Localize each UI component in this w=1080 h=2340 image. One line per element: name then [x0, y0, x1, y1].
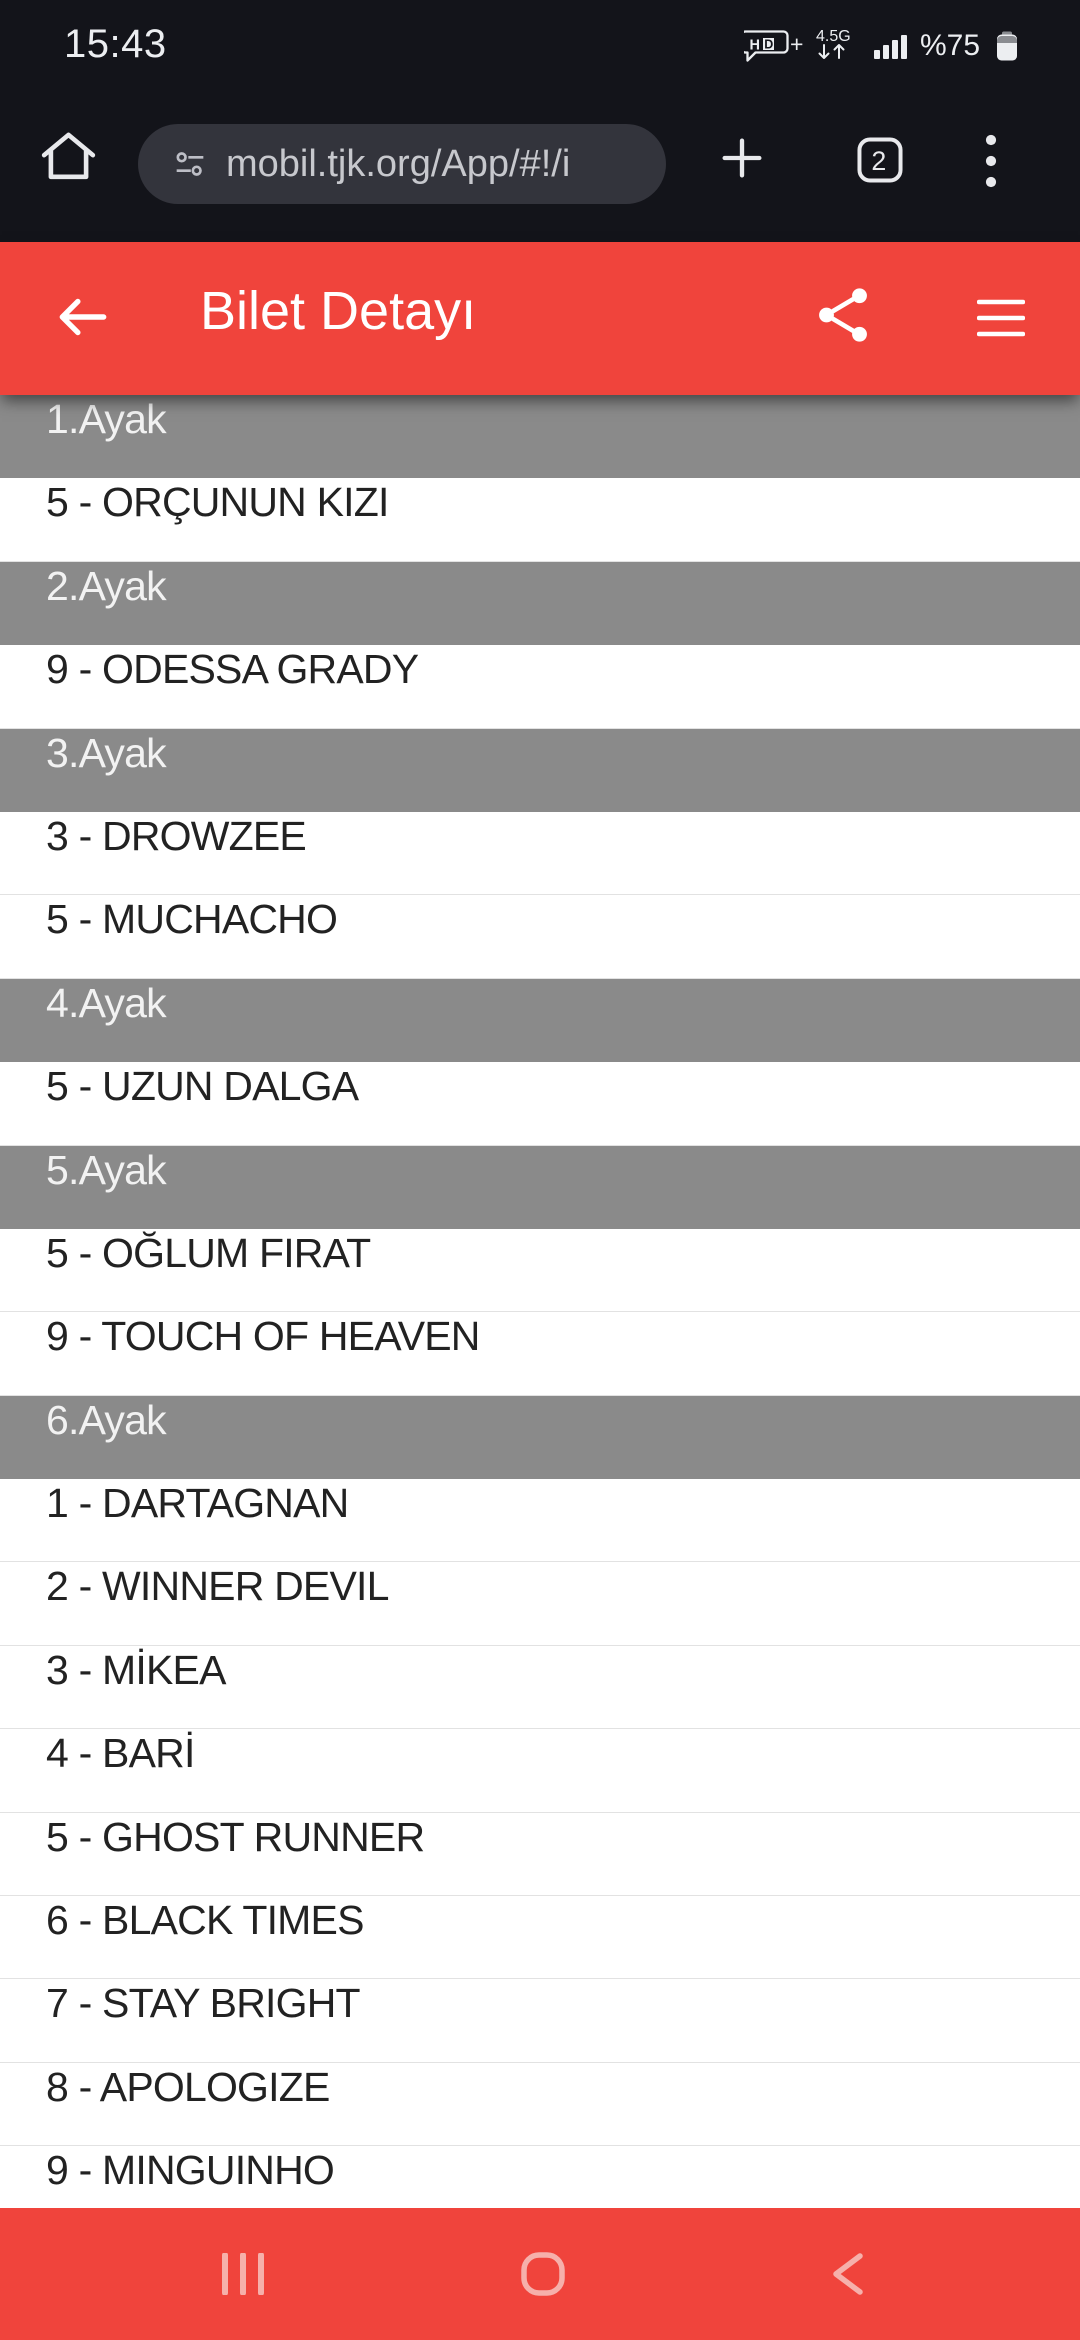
svg-text:2: 2 — [871, 146, 886, 176]
svg-text:D: D — [764, 38, 773, 52]
svg-text:H: H — [749, 38, 759, 54]
svg-text:4.5G: 4.5G — [816, 28, 851, 45]
svg-text:+: + — [790, 31, 803, 57]
